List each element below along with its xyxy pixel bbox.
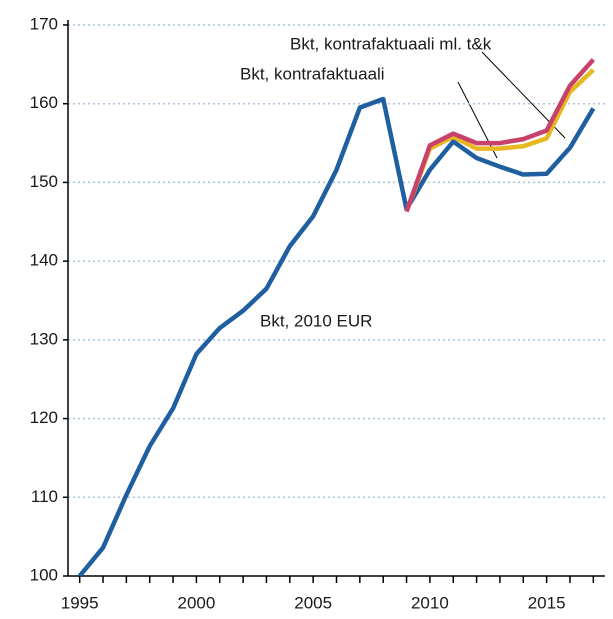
series-label: Bkt, kontrafaktuaali ml. t&k	[290, 34, 492, 53]
series-line	[77, 96, 596, 578]
y-tick-label: 160	[30, 93, 58, 112]
y-tick-label: 110	[31, 487, 58, 506]
y-tick-label: 120	[30, 408, 58, 427]
y-tick-label: 140	[30, 251, 58, 270]
x-tick-label: 1995	[61, 593, 99, 612]
series-label: Bkt, 2010 EUR	[260, 311, 372, 330]
x-tick-label: 2005	[294, 593, 332, 612]
series-label: Bkt, kontrafaktuaali	[240, 64, 385, 83]
x-tick-label: 2010	[411, 593, 449, 612]
series-line	[404, 58, 595, 213]
x-tick-label: 2015	[528, 593, 566, 612]
leader-line	[457, 81, 498, 159]
x-tick-label: 2000	[177, 593, 215, 612]
series-line	[404, 68, 595, 213]
y-tick-label: 100	[30, 565, 58, 584]
y-tick-label: 130	[30, 329, 58, 348]
y-tick-label: 170	[30, 14, 58, 33]
y-tick-label: 150	[30, 172, 58, 191]
